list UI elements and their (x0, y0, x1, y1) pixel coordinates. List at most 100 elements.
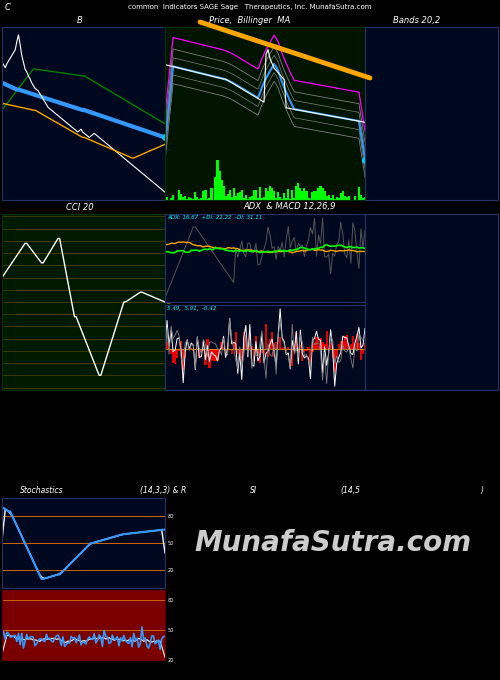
Bar (277, 349, 279, 350)
Bar (238, 192, 241, 200)
Text: 5.49,  5.91,  -0.42: 5.49, 5.91, -0.42 (167, 306, 216, 311)
Bar (281, 348, 283, 350)
Bar (283, 347, 286, 350)
Bar (244, 340, 247, 350)
Bar (202, 191, 204, 200)
Bar (287, 189, 290, 200)
Bar (194, 192, 196, 200)
Bar (306, 191, 308, 200)
Bar (242, 198, 245, 200)
Bar (348, 348, 350, 350)
Bar (198, 350, 200, 358)
Bar (251, 346, 253, 350)
Bar (342, 341, 344, 350)
Bar (220, 342, 222, 350)
Bar (320, 338, 322, 350)
Bar (214, 350, 216, 361)
Bar (230, 197, 233, 200)
Bar (291, 190, 294, 200)
Bar (332, 350, 334, 358)
Bar (316, 191, 318, 200)
Bar (222, 347, 224, 350)
Bar (257, 350, 259, 353)
Bar (190, 199, 192, 200)
Bar (344, 336, 346, 350)
Bar (190, 347, 192, 350)
Bar (271, 332, 273, 350)
Bar (340, 341, 342, 350)
Bar (360, 350, 362, 360)
Bar (240, 350, 243, 362)
Bar (208, 350, 210, 369)
Bar (267, 350, 269, 357)
Bar (200, 350, 202, 352)
Bar (306, 350, 308, 351)
Bar (308, 199, 310, 200)
Bar (232, 343, 235, 350)
Bar (166, 197, 168, 200)
Bar (224, 196, 226, 200)
Bar (340, 192, 342, 200)
Text: SI: SI (250, 486, 257, 495)
Text: Price,  Billinger  MA: Price, Billinger MA (210, 16, 290, 25)
Bar (192, 350, 194, 351)
Bar (350, 344, 352, 350)
Bar (265, 188, 267, 200)
Bar (248, 197, 251, 200)
Bar (208, 198, 210, 200)
Bar (346, 197, 348, 200)
Bar (182, 350, 184, 371)
Bar (204, 190, 206, 200)
Bar (259, 187, 261, 200)
Text: C: C (5, 3, 11, 12)
Bar (170, 198, 172, 200)
Text: Bands 20,2: Bands 20,2 (393, 16, 440, 25)
Bar (166, 342, 168, 350)
Bar (202, 350, 204, 351)
Bar (246, 350, 249, 352)
Bar (192, 199, 194, 200)
Bar (269, 339, 271, 350)
Bar (214, 177, 216, 200)
Bar (354, 344, 356, 350)
Bar (204, 350, 206, 364)
Bar (172, 195, 174, 200)
Bar (236, 350, 239, 354)
Bar (358, 187, 360, 200)
Bar (253, 350, 255, 360)
Bar (212, 350, 214, 361)
Bar (358, 343, 360, 350)
Bar (273, 191, 275, 200)
Bar (332, 194, 334, 200)
Bar (234, 333, 237, 350)
Text: (14,5: (14,5 (340, 486, 360, 495)
Bar (230, 350, 233, 354)
Bar (326, 197, 328, 200)
Bar (297, 350, 300, 356)
Text: CCI 20: CCI 20 (66, 203, 94, 211)
Bar (271, 188, 273, 200)
Bar (184, 350, 186, 358)
Text: Stochastics: Stochastics (20, 486, 64, 495)
Bar (253, 190, 255, 200)
Bar (291, 350, 294, 366)
Bar (275, 198, 277, 200)
Bar (279, 337, 281, 350)
Bar (236, 193, 239, 200)
Bar (334, 350, 336, 373)
Bar (322, 342, 324, 350)
Bar (326, 331, 328, 350)
Bar (248, 333, 251, 350)
Bar (170, 350, 172, 354)
Bar (293, 346, 296, 350)
Bar (240, 190, 243, 200)
Bar (287, 347, 290, 350)
Text: B: B (77, 16, 83, 25)
Bar (312, 350, 314, 352)
Bar (222, 186, 224, 200)
Bar (320, 186, 322, 200)
Bar (336, 197, 338, 200)
Bar (188, 197, 190, 200)
Text: ADX: 16.67  +DI: 22.22  -DI: 31.11: ADX: 16.67 +DI: 22.22 -DI: 31.11 (167, 215, 262, 220)
Bar (267, 191, 269, 200)
